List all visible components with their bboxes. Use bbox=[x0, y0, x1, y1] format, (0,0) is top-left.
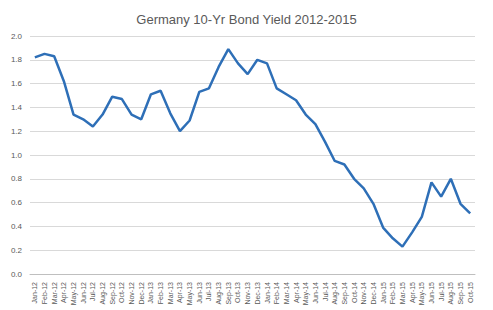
svg-text:Sep-14: Sep-14 bbox=[341, 282, 349, 305]
svg-text:Jan-12: Jan-12 bbox=[31, 282, 38, 304]
svg-text:Feb-13: Feb-13 bbox=[157, 282, 164, 304]
svg-text:Nov-12: Nov-12 bbox=[128, 282, 135, 305]
svg-text:1.6: 1.6 bbox=[11, 79, 23, 88]
svg-text:Jun-13: Jun-13 bbox=[196, 282, 203, 304]
svg-text:1.8: 1.8 bbox=[11, 55, 23, 64]
svg-text:Jul-12: Jul-12 bbox=[89, 282, 96, 301]
svg-text:Feb-15: Feb-15 bbox=[389, 282, 396, 304]
svg-text:Oct-14: Oct-14 bbox=[351, 282, 358, 303]
svg-text:Apr-12: Apr-12 bbox=[60, 282, 68, 303]
svg-text:May-13: May-13 bbox=[186, 282, 194, 305]
svg-text:Jun-14: Jun-14 bbox=[312, 282, 319, 304]
svg-text:Jan-14: Jan-14 bbox=[264, 282, 271, 304]
svg-text:Dec-13: Dec-13 bbox=[254, 282, 261, 305]
svg-text:May-14: May-14 bbox=[302, 282, 310, 305]
svg-text:1.0: 1.0 bbox=[11, 151, 23, 160]
svg-text:Jan-13: Jan-13 bbox=[147, 282, 154, 304]
svg-text:May-12: May-12 bbox=[70, 282, 78, 305]
svg-text:Dec-12: Dec-12 bbox=[138, 282, 145, 305]
svg-text:0.8: 0.8 bbox=[11, 174, 23, 183]
svg-text:Sep-15: Sep-15 bbox=[457, 282, 465, 305]
svg-text:Aug-14: Aug-14 bbox=[331, 282, 339, 305]
svg-text:Apr-14: Apr-14 bbox=[293, 282, 301, 303]
svg-text:Jan-15: Jan-15 bbox=[380, 282, 387, 304]
svg-text:Apr-15: Apr-15 bbox=[409, 282, 417, 303]
svg-text:Jun-15: Jun-15 bbox=[428, 282, 435, 304]
svg-text:Mar-12: Mar-12 bbox=[51, 282, 58, 304]
svg-text:Aug-12: Aug-12 bbox=[99, 282, 107, 305]
svg-text:0.2: 0.2 bbox=[11, 246, 23, 255]
svg-text:Jul-14: Jul-14 bbox=[322, 282, 329, 301]
svg-text:1.2: 1.2 bbox=[11, 127, 23, 136]
svg-text:1.4: 1.4 bbox=[11, 103, 23, 112]
svg-text:May-15: May-15 bbox=[418, 282, 426, 305]
svg-text:Dec-14: Dec-14 bbox=[370, 282, 377, 305]
svg-text:0.4: 0.4 bbox=[11, 222, 23, 231]
svg-text:2.0: 2.0 bbox=[11, 32, 23, 41]
svg-text:Mar-14: Mar-14 bbox=[283, 282, 290, 304]
svg-text:Apr-13: Apr-13 bbox=[176, 282, 184, 303]
svg-text:Mar-13: Mar-13 bbox=[167, 282, 174, 304]
svg-text:0.6: 0.6 bbox=[11, 198, 23, 207]
svg-text:Aug-13: Aug-13 bbox=[215, 282, 223, 305]
svg-text:Jul-15: Jul-15 bbox=[438, 282, 445, 301]
svg-text:Oct-15: Oct-15 bbox=[467, 282, 474, 303]
svg-text:Jul-13: Jul-13 bbox=[205, 282, 212, 301]
svg-text:Nov-14: Nov-14 bbox=[360, 282, 367, 305]
svg-text:Mar-15: Mar-15 bbox=[399, 282, 406, 304]
svg-text:Nov-13: Nov-13 bbox=[244, 282, 251, 305]
svg-text:Jun-12: Jun-12 bbox=[80, 282, 87, 304]
svg-text:Sep-13: Sep-13 bbox=[225, 282, 233, 305]
svg-text:Sep-12: Sep-12 bbox=[109, 282, 117, 305]
svg-text:Feb-14: Feb-14 bbox=[273, 282, 280, 304]
svg-text:Oct-13: Oct-13 bbox=[234, 282, 241, 303]
svg-text:Feb-12: Feb-12 bbox=[41, 282, 48, 304]
svg-text:Aug-15: Aug-15 bbox=[447, 282, 455, 305]
svg-text:Oct-12: Oct-12 bbox=[118, 282, 125, 303]
svg-text:Germany 10-Yr Bond Yield 2012-: Germany 10-Yr Bond Yield 2012-2015 bbox=[136, 12, 356, 27]
svg-text:0.0: 0.0 bbox=[11, 270, 23, 279]
